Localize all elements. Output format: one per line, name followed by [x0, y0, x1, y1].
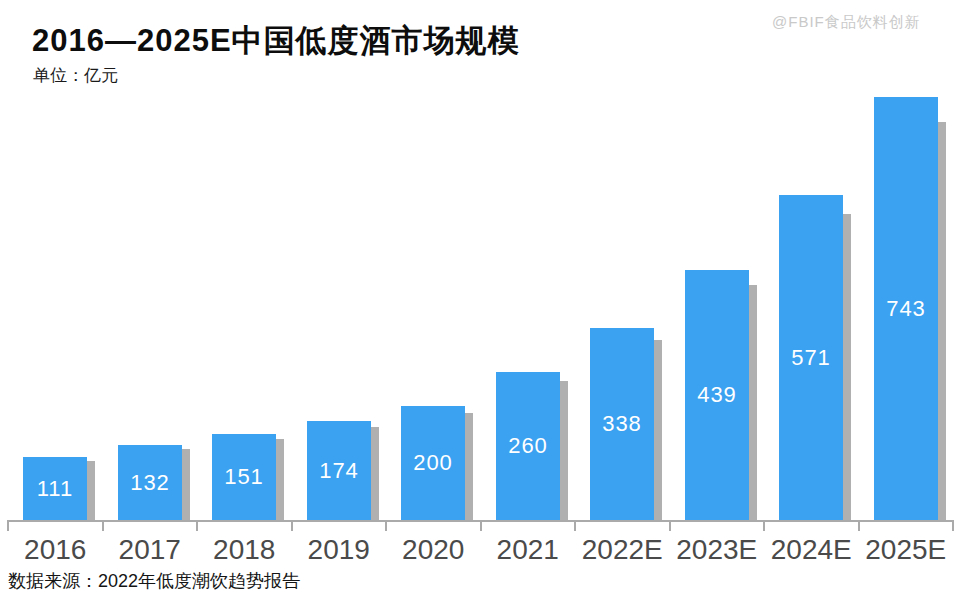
x-axis-tick — [763, 520, 765, 531]
x-tick-label-2018: 2018 — [197, 533, 292, 567]
bar-2024E: 571 — [779, 195, 843, 520]
x-axis-tick — [7, 520, 9, 531]
bar-2023E: 439 — [685, 270, 749, 520]
x-axis-tick — [669, 520, 671, 531]
x-tick-label-2022E: 2022E — [575, 533, 670, 567]
bar-value-label: 571 — [791, 345, 831, 371]
x-tick-label-2024E: 2024E — [764, 533, 859, 567]
x-axis-tick — [291, 520, 293, 531]
bar-shadow-2025E — [937, 122, 946, 520]
chart-page: 2016—2025E中国低度酒市场规模 单位：亿元 @FBIF食品饮料创新 11… — [0, 0, 967, 602]
bar-value-label: 174 — [319, 458, 359, 484]
bar-shadow-2024E — [842, 214, 851, 520]
x-tick-label-2019: 2019 — [292, 533, 387, 567]
bar-shadow-2016 — [86, 461, 95, 520]
data-source: 数据来源：2022年低度潮饮趋势报告 — [8, 569, 300, 593]
bar-2018: 151 — [212, 434, 276, 520]
bar-chart-plot: 1112016132201715120181742019200202026020… — [0, 0, 967, 602]
x-axis-tick — [196, 520, 198, 531]
bar-shadow-2021 — [559, 381, 568, 520]
bar-value-label: 111 — [37, 476, 73, 502]
x-axis-tick — [574, 520, 576, 531]
bar-value-label: 200 — [413, 450, 453, 476]
bar-shadow-2019 — [370, 427, 379, 520]
x-tick-label-2023E: 2023E — [670, 533, 765, 567]
x-axis-tick — [102, 520, 104, 531]
x-tick-label-2020: 2020 — [386, 533, 481, 567]
x-axis-tick — [480, 520, 482, 531]
bar-shadow-2023E — [748, 285, 757, 520]
x-tick-label-2021: 2021 — [481, 533, 576, 567]
bar-2017: 132 — [118, 445, 182, 520]
bar-2019: 174 — [307, 421, 371, 520]
bar-2021: 260 — [496, 372, 560, 520]
bar-shadow-2017 — [181, 449, 190, 520]
x-axis-tick — [858, 520, 860, 531]
bar-2020: 200 — [401, 406, 465, 520]
bar-shadow-2020 — [464, 413, 473, 520]
bar-value-label: 151 — [224, 464, 264, 490]
bar-value-label: 132 — [130, 470, 170, 496]
bar-value-label: 439 — [697, 382, 737, 408]
x-axis-tick — [952, 520, 954, 531]
bar-2022E: 338 — [590, 328, 654, 520]
x-tick-label-2016: 2016 — [8, 533, 103, 567]
bar-value-label: 338 — [602, 411, 642, 437]
bar-value-label: 743 — [886, 296, 926, 322]
bar-2016: 111 — [23, 457, 87, 520]
x-axis-tick — [385, 520, 387, 531]
x-tick-label-2017: 2017 — [103, 533, 198, 567]
x-tick-label-2025E: 2025E — [859, 533, 954, 567]
bar-shadow-2018 — [275, 439, 284, 520]
bar-value-label: 260 — [508, 433, 548, 459]
bar-2025E: 743 — [874, 97, 938, 520]
bar-shadow-2022E — [653, 340, 662, 520]
